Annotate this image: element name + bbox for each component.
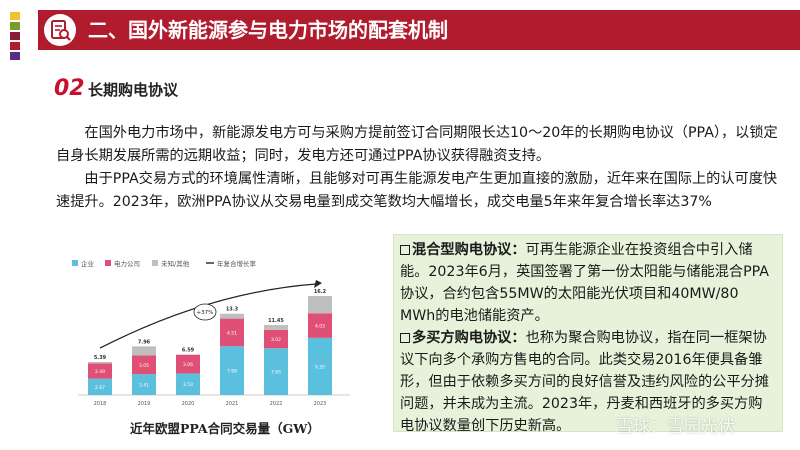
legend-swatch-3 <box>152 260 158 266</box>
bar-2019-2 <box>132 355 156 375</box>
paragraph-2: 由于PPA交易方式的环境属性清晰，且能够对可再生能源发电产生更加直接的激励，近年… <box>56 171 778 210</box>
growth-arrow-head <box>314 280 322 288</box>
bar-label-2023-1: 9.35 <box>315 364 325 370</box>
x-tick-2022: 2022 <box>270 401 283 407</box>
growth-annotation: +37% <box>197 310 214 316</box>
header-decoration <box>10 12 20 62</box>
ppa-volume-chart: 企业 电力公司 未知/其他 年复合增长率 2.67 2.49 5.39 2018 3.41 3.0… <box>72 259 350 407</box>
deco-block-4 <box>10 42 20 50</box>
bar-label-2022-1: 7.65 <box>271 370 281 376</box>
checkbox-square-icon <box>400 245 410 255</box>
bar-label-2019-1: 3.41 <box>139 383 149 389</box>
bar-2020-2 <box>176 354 200 374</box>
bar-label-2021-2: 4.51 <box>227 330 237 336</box>
bar-2022-2 <box>264 329 288 349</box>
bar-2023-1 <box>308 337 332 395</box>
deco-block-5 <box>10 52 20 60</box>
growth-annotation-circle <box>193 303 217 321</box>
bar-2021-2 <box>220 318 244 347</box>
x-tick-2020: 2020 <box>182 401 195 407</box>
legend-label-1: 企业 <box>81 259 95 268</box>
bar-label-2018-2: 2.49 <box>95 369 105 375</box>
search-document-icon <box>44 14 76 46</box>
growth-arrow-line <box>99 283 317 349</box>
multi-buyer-ppa-text: 也称为聚合购电协议，指在同一框架协议下向多个承购方售电的合同。此类交易2016年… <box>400 330 769 434</box>
checkbox-square-icon <box>400 333 410 343</box>
bar-2022-1 <box>264 348 288 395</box>
chart-caption: 近年欧盟PPA合同交易量（GW） <box>130 421 320 436</box>
bar-2021-3 <box>220 313 244 319</box>
bar-label-2023-2: 4.03 <box>315 324 325 330</box>
bar-label-2020-1: 3.53 <box>183 382 193 388</box>
paragraph-1: 在国外电力市场中，新能源发电方可与采购方提前签订合同期限长达10～20年的长期购… <box>56 125 778 164</box>
bar-label-2019-2: 3.05 <box>139 363 149 369</box>
ppa-types-box: 混合型购电协议：可再生能源企业在投资组合中引入储能。2023年6月，英国签署了第… <box>393 234 783 434</box>
bar-label-2021-1: 7.99 <box>227 369 237 375</box>
total-label-2021: 13.3 <box>226 307 239 313</box>
page-title: 二、国外新能源参与电力市场的配套机制 <box>88 18 448 42</box>
bar-2023-3 <box>308 296 332 314</box>
legend-label-cagr: 年复合增长率 <box>217 259 257 268</box>
bar-2021-1 <box>220 346 244 395</box>
bar-2018-3 <box>88 362 112 364</box>
section-title: 长期购电协议 <box>88 81 179 99</box>
bar-label-2020-2: 3.06 <box>183 362 193 368</box>
deco-block-1 <box>10 12 20 20</box>
multi-buyer-ppa-heading: 多买方购电协议： <box>412 330 526 346</box>
bar-2018-1 <box>88 378 112 395</box>
x-tick-2021: 2021 <box>226 401 239 407</box>
legend-label-3: 未知/其他 <box>161 259 190 268</box>
bar-2018-2 <box>88 363 112 379</box>
hybrid-ppa-heading: 混合型购电协议： <box>412 242 526 258</box>
bar-2019-1 <box>132 374 156 395</box>
total-label-2022: 11.45 <box>268 318 284 324</box>
legend-swatch-2 <box>105 260 111 266</box>
legend-label-2: 电力公司 <box>114 259 140 268</box>
bar-2022-3 <box>264 325 288 330</box>
deco-block-3 <box>10 32 20 40</box>
total-label-2020: 6.59 <box>182 348 195 354</box>
legend-swatch-1 <box>72 260 78 266</box>
deco-block-2 <box>10 22 20 30</box>
bar-2019-3 <box>132 346 156 356</box>
total-label-2023: 16.2 <box>314 289 327 295</box>
x-tick-2018: 2018 <box>94 401 107 407</box>
total-label-2018: 5.39 <box>94 355 107 361</box>
watermark: 雪球：雪园光伏 <box>616 417 735 437</box>
bar-2023-2 <box>308 313 332 338</box>
total-label-2019: 7.96 <box>138 339 151 345</box>
title-bar <box>38 10 800 50</box>
bar-label-2018-1: 2.67 <box>95 385 105 391</box>
section-number: 02 <box>54 76 85 101</box>
bar-label-2022-2: 3.02 <box>271 337 281 343</box>
hybrid-ppa-text: 可再生能源企业在投资组合中引入储能。2023年6月，英国签署了第一份太阳能与储能… <box>400 242 769 324</box>
x-tick-2019: 2019 <box>138 401 151 407</box>
bar-2020-1 <box>176 373 200 395</box>
x-tick-2023: 2023 <box>314 401 327 407</box>
